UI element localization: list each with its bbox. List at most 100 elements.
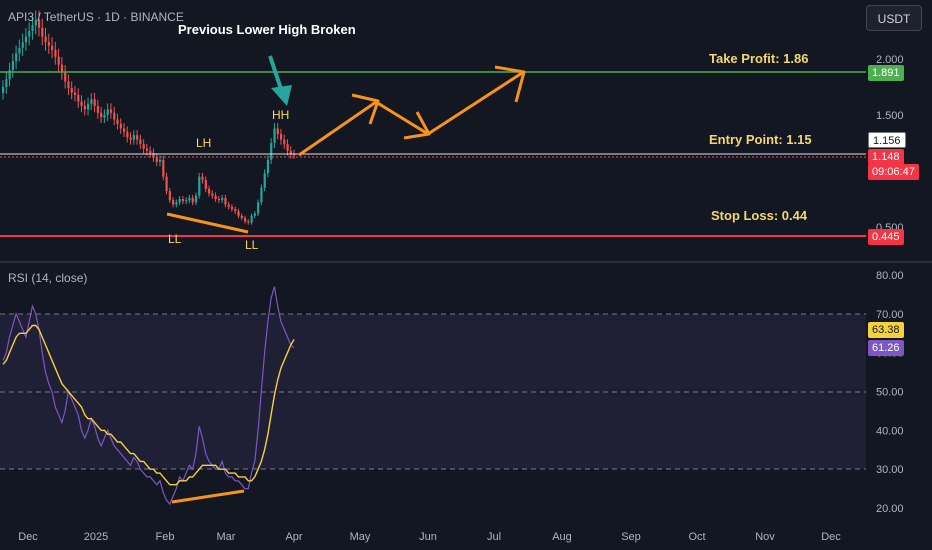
candle-body [260, 187, 263, 203]
candle-body [211, 193, 214, 196]
time-axis-tick: Jul [487, 531, 501, 543]
candle-body [28, 31, 31, 37]
rsi-divergence-line [171, 489, 245, 504]
candle-body [87, 103, 90, 110]
time-axis-tick: Dec [18, 531, 38, 543]
candle-body [60, 64, 64, 73]
candle-body [152, 153, 155, 158]
projection-arrowhead-2 [403, 111, 431, 140]
candle-body [289, 150, 292, 155]
projection-arrowhead-3 [494, 65, 526, 103]
candle-body [243, 218, 247, 222]
candle-body [181, 199, 185, 202]
lower-high-label: LH [196, 136, 212, 150]
candle-body [2, 87, 5, 93]
candle-body [145, 148, 149, 151]
countdown-tag: 09:06:47 [868, 164, 919, 180]
candle-body [47, 42, 50, 46]
symbol-title: API3 / TetherUS · 1D · BINANCE [8, 10, 184, 24]
candle-body [178, 199, 181, 203]
rsi-axis-tick: 80.00 [876, 270, 904, 282]
candle-body [201, 176, 204, 180]
rsi-value-tag: 61.26 [868, 340, 904, 356]
time-axis-tick: Apr [285, 531, 302, 543]
last-price-tag: 1.148 [868, 149, 904, 165]
candle-body [8, 70, 11, 80]
candle-body [51, 45, 54, 51]
rsi-axis-tick: 30.00 [876, 464, 904, 476]
price-divergence-line [166, 212, 249, 234]
candle-body [240, 215, 243, 219]
entry-price-tag: 1.156 [868, 132, 906, 148]
candle-body [116, 119, 119, 124]
candle-body [129, 137, 132, 140]
candle-body [132, 135, 135, 140]
candle-body [230, 206, 234, 210]
candle-body [113, 112, 116, 120]
price-axis-tick: 1.500 [876, 110, 904, 122]
candle-body [194, 195, 198, 203]
candle-body [266, 159, 270, 174]
candle-body [54, 50, 57, 57]
candle-body [93, 99, 96, 107]
candle-body [5, 79, 8, 87]
candle-body [273, 128, 276, 143]
candle-body [11, 61, 15, 71]
candle-body [221, 197, 224, 201]
candle-body [41, 27, 44, 37]
candle-body [34, 19, 37, 26]
rsi-ma-line [2, 324, 295, 486]
candle-body [198, 176, 201, 196]
time-axis-tick: Feb [156, 531, 175, 543]
candle-body [185, 200, 188, 202]
candle-body [15, 53, 18, 62]
time-axis-tick: 2025 [84, 531, 108, 543]
candle-body [234, 209, 237, 212]
candle-body [263, 173, 266, 188]
time-axis-tick: Oct [688, 531, 705, 543]
candle-body [224, 197, 227, 205]
time-axis-tick: May [350, 531, 371, 543]
candle-body [168, 191, 171, 201]
candle-body [237, 211, 240, 216]
candle-body [67, 81, 70, 89]
rsi-ma-value-tag: 63.38 [868, 322, 904, 338]
time-axis-tick: Aug [552, 531, 572, 543]
candle-body [175, 202, 178, 205]
candle-body [250, 215, 253, 223]
candle-body [293, 154, 296, 156]
candle-body [270, 143, 273, 160]
rsi-axis-tick: 70.00 [876, 309, 904, 321]
currency-button[interactable]: USDT [866, 5, 922, 31]
candle-body [139, 139, 142, 145]
take-profit-price-tag: 1.891 [868, 65, 904, 81]
rsi-indicator-label: RSI (14, close) [8, 271, 88, 285]
rsi-axis-tick: 50.00 [876, 387, 904, 399]
candle-body [204, 179, 207, 189]
chart-annotation-title: Previous Lower High Broken [178, 22, 356, 37]
stop-loss-price-tag: 0.445 [868, 229, 904, 245]
candle-body [100, 112, 103, 118]
candle-body [247, 221, 250, 223]
entry-point-label: Entry Point: 1.15 [709, 132, 812, 147]
candle-body [158, 159, 162, 163]
time-axis: Dec 2025 Feb Mar Apr May Jun Jul Aug Sep Oct Nov Dec [18, 531, 841, 543]
candle-body [83, 106, 86, 110]
candle-body [103, 115, 106, 118]
time-axis-tick: Nov [755, 531, 775, 543]
candle-body [162, 159, 165, 177]
candle-body [106, 109, 109, 115]
candle-body [126, 131, 129, 138]
candle-body [77, 94, 80, 102]
candle-body [217, 199, 221, 201]
candle-body [122, 128, 126, 132]
candle-body [227, 204, 230, 207]
candle-body [31, 25, 34, 31]
rsi-line [2, 286, 295, 506]
candle-body [70, 88, 73, 93]
candle-body [64, 72, 67, 82]
rsi-axis-tick: 20.00 [876, 503, 904, 515]
candle-body [109, 109, 113, 113]
rsi-axis-tick: 40.00 [876, 425, 904, 437]
